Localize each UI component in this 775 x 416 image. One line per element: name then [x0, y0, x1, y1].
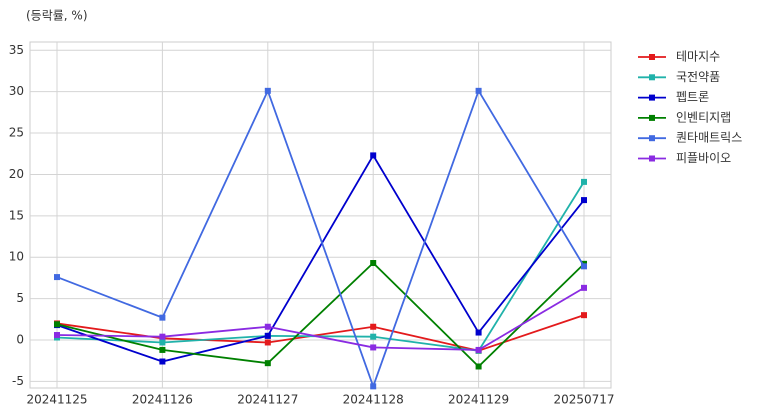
legend-label: 피플바이오: [676, 151, 731, 165]
y-tick-label: 10: [9, 250, 24, 264]
legend-marker: [649, 74, 655, 81]
point-marker: [370, 260, 377, 267]
y-tick-label: 5: [16, 291, 24, 305]
point-marker: [581, 197, 587, 204]
legend-marker: [649, 155, 655, 162]
point-marker: [581, 263, 587, 270]
y-tick-label: -5: [12, 374, 24, 388]
point-marker: [581, 284, 587, 291]
point-marker: [370, 323, 377, 330]
point-marker: [264, 339, 271, 346]
x-tick-label: 20241129: [448, 393, 509, 407]
y-tick-label: 20: [9, 167, 24, 181]
point-marker: [54, 332, 60, 339]
legend-label: 펩트론: [676, 90, 709, 104]
x-tick-label: 20250717: [553, 393, 614, 407]
x-tick-label: 20241127: [237, 393, 298, 407]
point-marker: [370, 333, 377, 340]
series-line: [56, 261, 585, 368]
y-tick-label: 30: [9, 84, 24, 98]
point-marker: [370, 383, 377, 390]
point-marker: [581, 178, 587, 185]
x-tick-label: 20241126: [132, 393, 193, 407]
series-line: [56, 88, 585, 390]
legend-marker: [649, 94, 655, 101]
legend-marker: [649, 135, 655, 142]
point-marker: [159, 339, 166, 346]
y-tick-label: 0: [16, 332, 24, 346]
point-marker: [159, 333, 166, 340]
chart-title: (등락률, %): [26, 9, 88, 23]
legend-label: 국전약품: [676, 69, 720, 84]
point-marker: [264, 323, 271, 330]
series-line: [56, 153, 585, 363]
point-marker: [581, 312, 587, 319]
legend-marker: [649, 114, 655, 121]
point-marker: [475, 87, 482, 94]
point-marker: [475, 346, 482, 353]
plot-frame: [29, 41, 612, 389]
point-marker: [54, 321, 60, 328]
legend-marker: [649, 54, 655, 60]
legend-label: 인벤티지랩: [676, 110, 731, 124]
point-marker: [264, 332, 271, 339]
point-marker: [475, 363, 482, 370]
x-tick-label: 20241128: [343, 393, 404, 407]
legend-label: 퀀타매트릭스: [676, 131, 742, 145]
series-line: [56, 181, 585, 352]
y-tick-label: 25: [9, 126, 24, 140]
point-marker: [159, 346, 166, 353]
y-tick-label: 15: [9, 208, 24, 222]
point-marker: [264, 87, 271, 94]
y-tick-label: 35: [9, 43, 24, 57]
series-line: [56, 314, 585, 352]
series-line: [56, 287, 585, 351]
x-tick-label: 20241125: [26, 393, 87, 407]
point-marker: [475, 329, 482, 336]
point-marker: [159, 358, 166, 365]
point-marker: [54, 274, 60, 281]
point-marker: [264, 360, 271, 367]
legend-label: 테마지수: [676, 50, 720, 64]
point-marker: [159, 314, 166, 321]
point-marker: [370, 344, 377, 351]
point-marker: [370, 152, 377, 159]
